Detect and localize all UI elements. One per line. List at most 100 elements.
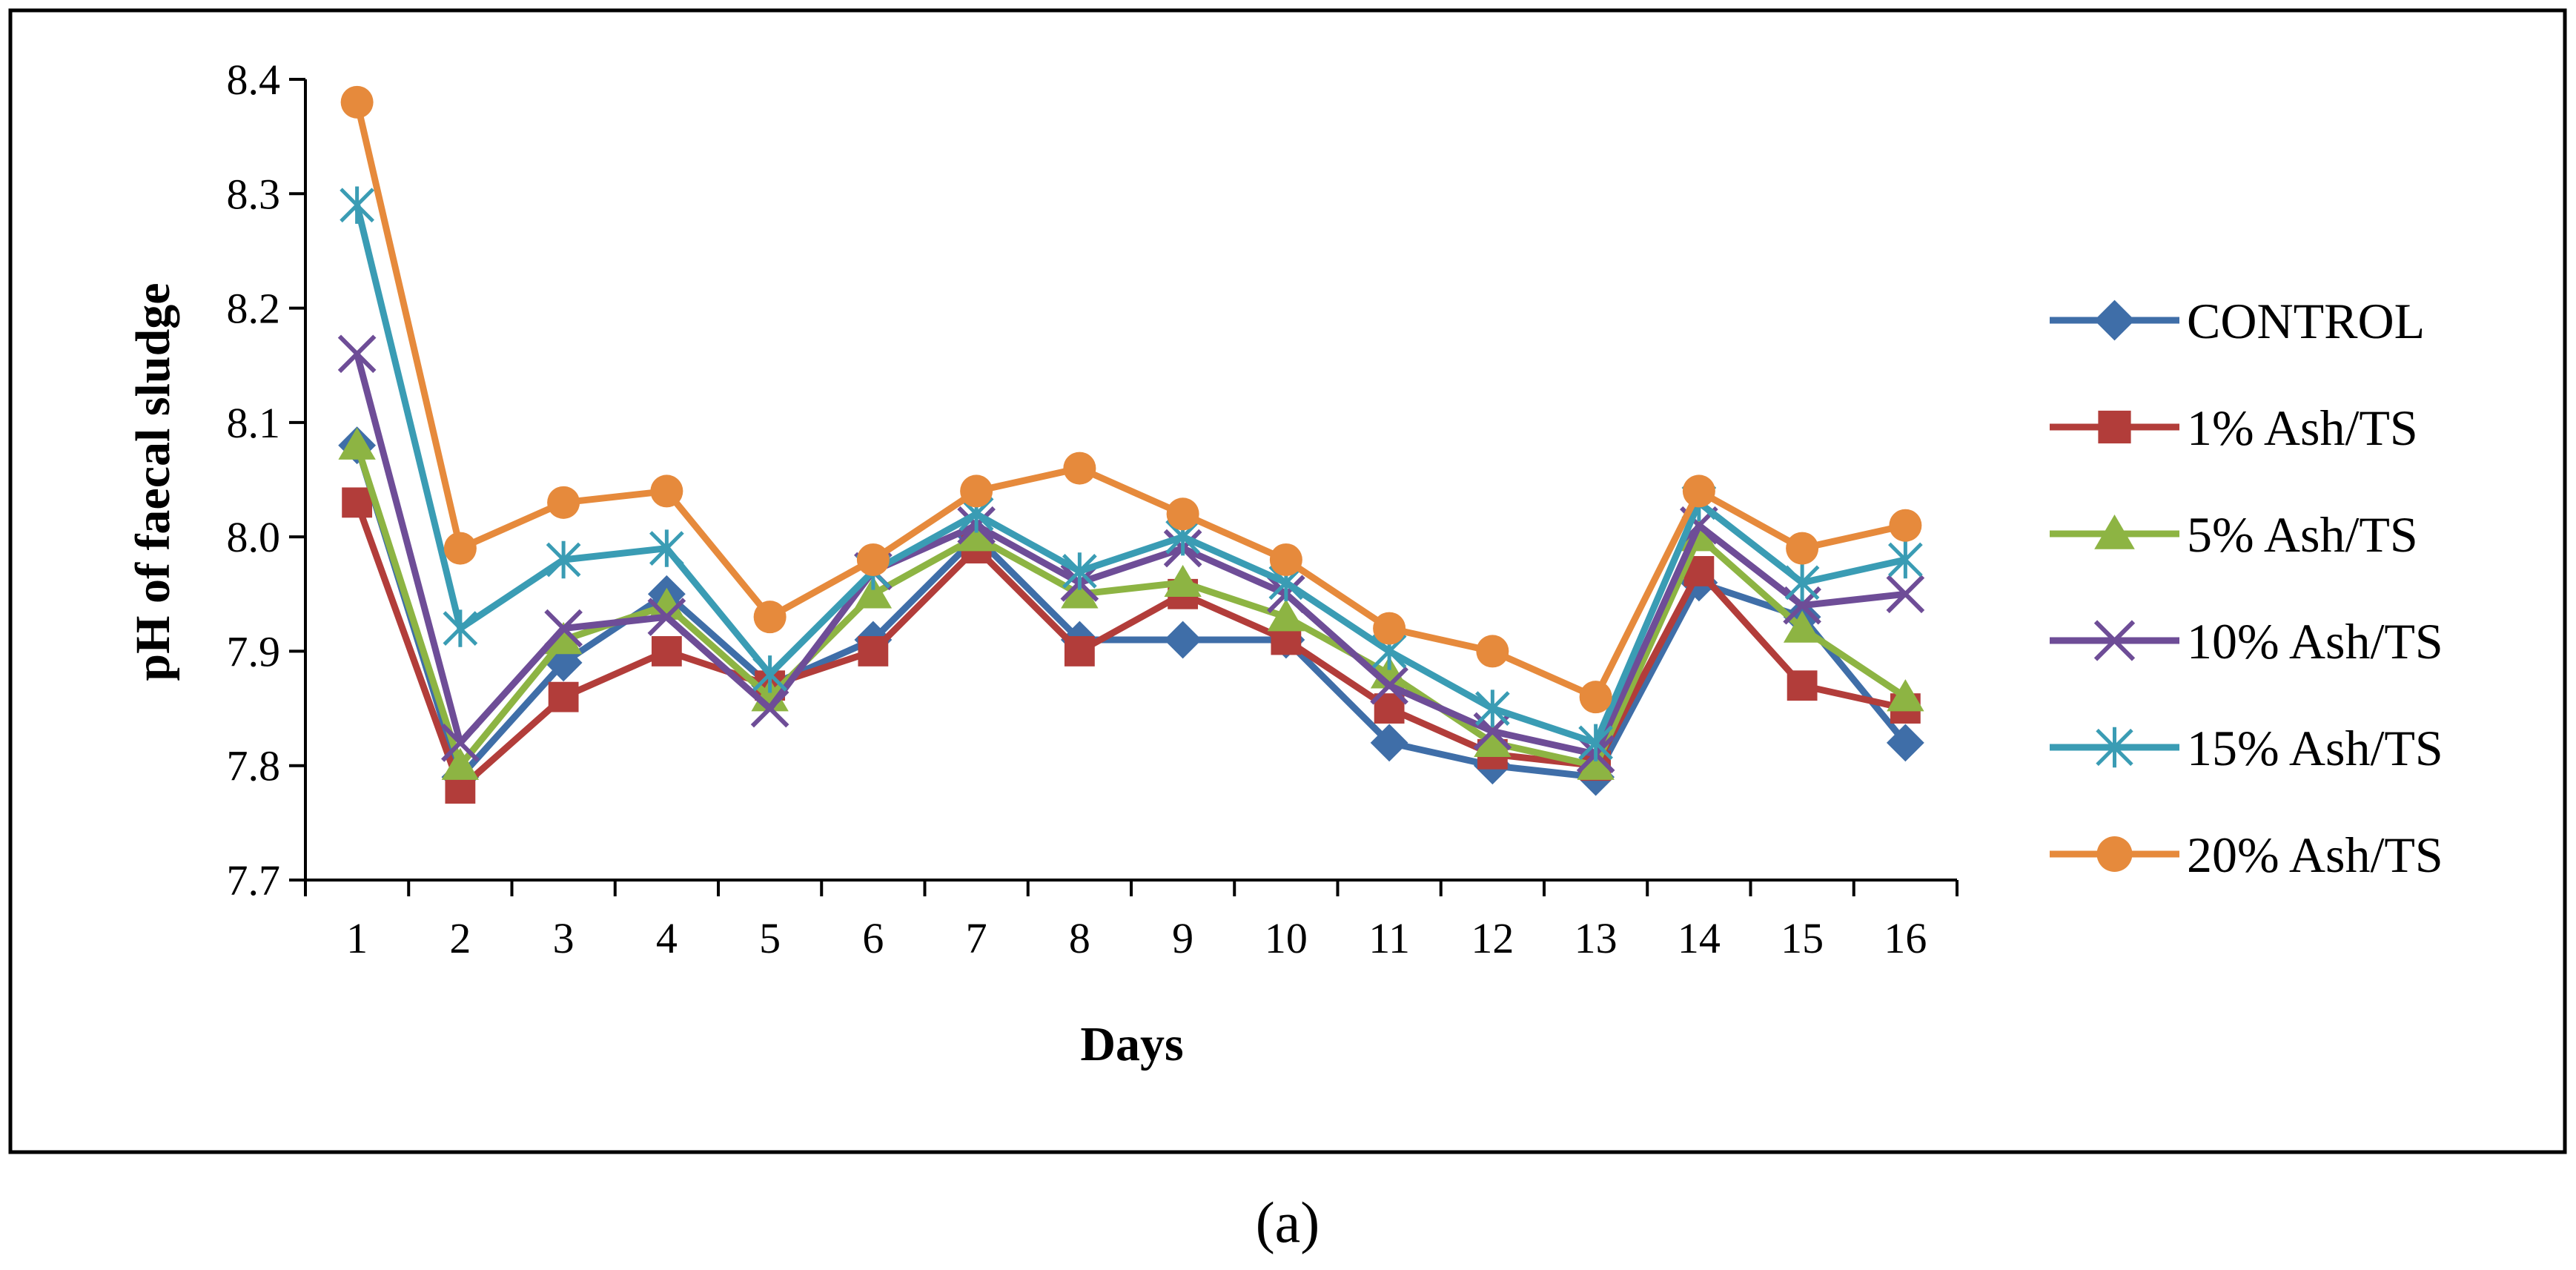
data-point (544, 622, 583, 655)
data-point (1064, 636, 1095, 667)
data-point (342, 487, 373, 518)
y-tick-label: 8.0 (227, 513, 281, 561)
data-point (1886, 724, 1924, 762)
series-line (354, 444, 1908, 781)
data-point (960, 474, 993, 508)
y-axis-title: pH of faecal sludge (126, 282, 180, 681)
y-tick-label: 8.1 (227, 399, 281, 447)
x-tick-label: 2 (449, 914, 471, 962)
data-point (340, 186, 374, 224)
legend-entry: 5% Ash/TS (2050, 506, 2418, 563)
legend-label: 20% Ash/TS (2187, 827, 2443, 883)
legend-entry: 1% Ash/TS (2050, 400, 2418, 456)
series-line (354, 501, 1907, 793)
data-point (1783, 610, 1821, 643)
x-tick-label: 9 (1172, 914, 1193, 962)
legend-label: 1% Ash/TS (2187, 400, 2418, 456)
x-tick-label: 1 (346, 914, 368, 962)
series-20pct-ash-ts (340, 85, 1922, 714)
data-point (547, 486, 580, 519)
data-point (1577, 747, 1615, 780)
data-point (544, 609, 583, 648)
y-tick-label: 7.8 (227, 742, 281, 790)
legend-entry: 10% Ash/TS (2050, 613, 2443, 669)
data-point (441, 724, 480, 762)
legend-marker (2093, 620, 2136, 661)
data-point (1062, 552, 1097, 590)
data-point (548, 681, 579, 712)
legend-marker (2098, 410, 2131, 444)
legend-label: CONTROL (2187, 293, 2425, 349)
data-point (338, 427, 376, 460)
data-point (443, 609, 478, 647)
data-point (856, 543, 890, 576)
data-point (1888, 540, 1923, 579)
data-point (1269, 543, 1302, 576)
legend-marker (2096, 836, 2133, 872)
series-line (354, 204, 1907, 747)
data-point (1476, 635, 1509, 668)
data-point (753, 601, 787, 634)
data-point (1164, 621, 1202, 659)
y-tick-label: 8.4 (227, 56, 281, 104)
legend: CONTROL 1% Ash/TS 5% Ash/TS 10% Ash/TS 15% A… (2050, 293, 2443, 883)
y-tick-label: 8.2 (227, 285, 281, 333)
legend-entry: CONTROL (2050, 293, 2425, 349)
legend-entry: 20% Ash/TS (2050, 827, 2443, 883)
x-tick-label: 14 (1678, 914, 1721, 962)
series-line (354, 353, 1906, 758)
x-tick-label: 4 (656, 914, 678, 962)
x-tick-label: 6 (862, 914, 884, 962)
legend-label: 15% Ash/TS (2187, 720, 2443, 776)
x-tick-label: 5 (759, 914, 781, 962)
data-point (1579, 681, 1612, 714)
data-point (650, 474, 683, 508)
x-tick-label: 8 (1069, 914, 1090, 962)
data-point (1063, 452, 1096, 485)
figure-border (8, 8, 2567, 1154)
x-tick-label: 13 (1575, 914, 1618, 962)
data-point (649, 529, 684, 567)
x-tick-label: 7 (966, 914, 987, 962)
data-point (1887, 679, 1924, 712)
data-point (1682, 474, 1715, 508)
y-tick-label: 8.3 (227, 170, 281, 218)
legend-marker (2096, 727, 2133, 768)
data-point (1267, 599, 1305, 632)
data-point (1370, 666, 1408, 705)
data-point (337, 334, 377, 374)
data-point (1061, 576, 1099, 609)
series-line (354, 101, 1907, 701)
data-point (1474, 724, 1512, 758)
data-point (1370, 724, 1408, 762)
data-point (1166, 497, 1199, 531)
legend-entry: 15% Ash/TS (2050, 720, 2443, 776)
data-point (546, 540, 581, 579)
data-point (647, 598, 686, 636)
data-point (854, 576, 893, 609)
data-point (441, 747, 480, 780)
figure-caption: (a) (1256, 1190, 1320, 1254)
x-axis-title: Days (1080, 1017, 1183, 1071)
legend-label: 5% Ash/TS (2187, 506, 2418, 563)
legend-label: 10% Ash/TS (2187, 613, 2443, 669)
y-tick-label: 7.7 (227, 856, 281, 904)
data-point (1373, 612, 1406, 645)
data-point (1886, 575, 1925, 614)
x-tick-label: 10 (1265, 914, 1308, 962)
data-point (1786, 532, 1819, 565)
x-axis: 1 2 3 4 5 6 7 8 9 10 11 12 13 14 15 16 (304, 879, 1959, 962)
data-point (1784, 563, 1820, 602)
x-tick-label: 15 (1781, 914, 1824, 962)
data-point (957, 519, 996, 552)
data-point (1889, 509, 1922, 542)
data-point (340, 85, 374, 119)
y-axis: 7.7 7.8 7.9 8.0 8.1 8.2 8.3 8.4 (227, 56, 307, 904)
x-tick-label: 12 (1471, 914, 1514, 962)
data-point (1475, 689, 1510, 727)
x-tick-label: 11 (1368, 914, 1410, 962)
y-tick-label: 7.9 (227, 627, 281, 675)
data-point (443, 532, 477, 565)
data-point (651, 636, 682, 667)
